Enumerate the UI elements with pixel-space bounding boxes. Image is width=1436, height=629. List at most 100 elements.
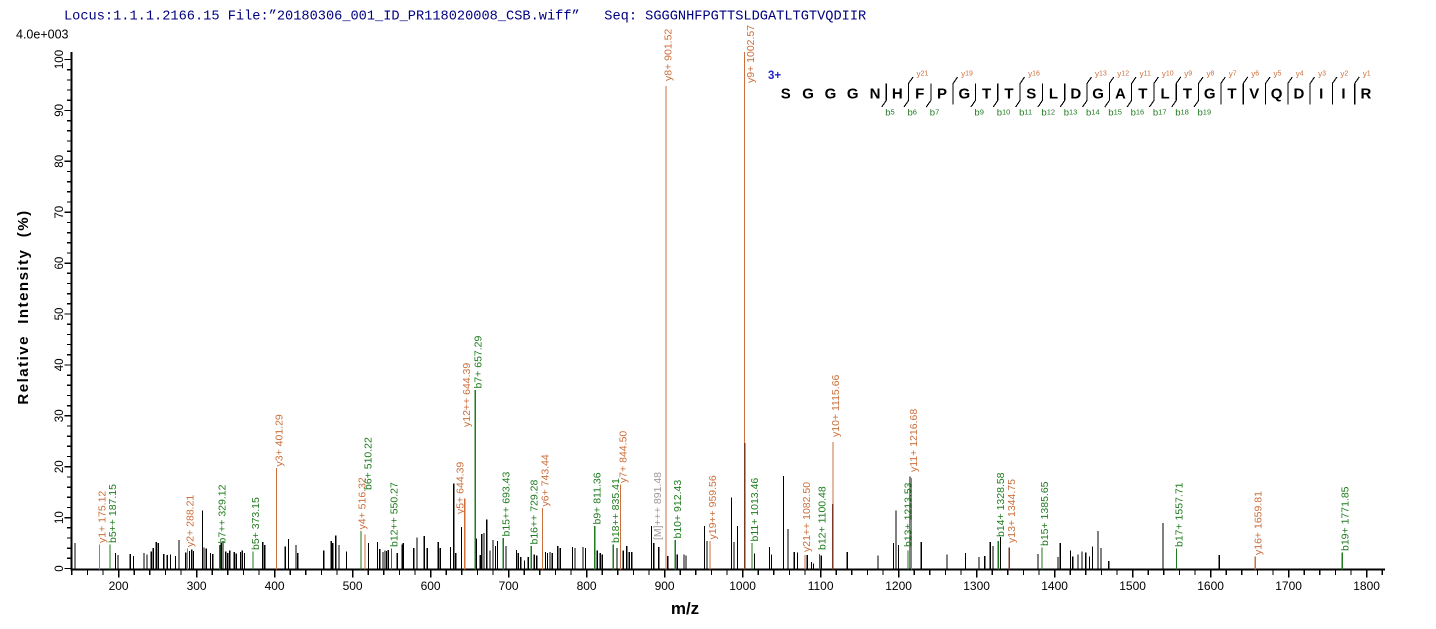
svg-text:y7: y7 [1229,70,1237,79]
svg-text:T: T [982,86,991,103]
svg-text:G: G [802,86,814,103]
svg-text:1200: 1200 [885,579,912,593]
svg-text:b12: b12 [1041,108,1055,119]
svg-text:y2: y2 [1340,70,1348,79]
svg-text:400: 400 [265,579,285,593]
svg-text:y6: y6 [1251,70,1259,79]
svg-text:y6+ 743.44: y6+ 743.44 [540,454,552,506]
svg-text:m/z: m/z [671,599,699,618]
svg-text:600: 600 [421,579,441,593]
svg-text:[M]+++ 891.48: [M]+++ 891.48 [652,472,664,540]
svg-text:b17: b17 [1153,108,1167,119]
svg-text:y19++ 959.56: y19++ 959.56 [707,475,719,539]
svg-text:y12++ 644.39: y12++ 644.39 [461,363,473,427]
svg-text:20: 20 [54,460,66,473]
svg-text:y3+ 401.29: y3+ 401.29 [274,414,286,466]
svg-text:b5+ 373.15: b5+ 373.15 [250,497,262,550]
svg-text:800: 800 [577,579,597,593]
svg-text:500: 500 [343,579,363,593]
svg-text:b18++ 835.41: b18++ 835.41 [610,478,622,543]
svg-text:y16+ 1659.81: y16+ 1659.81 [1252,491,1264,555]
svg-text:1400: 1400 [1041,579,1068,593]
svg-text:60: 60 [54,257,66,270]
svg-text:3+: 3+ [768,70,781,82]
svg-text:y8: y8 [1207,70,1215,79]
svg-text:Relative Intensity (%): Relative Intensity (%) [15,209,32,404]
svg-text:y4: y4 [1296,70,1304,79]
svg-text:N: N [870,86,881,103]
svg-text:50: 50 [54,308,66,321]
svg-text:A: A [1115,86,1126,103]
svg-text:b16: b16 [1131,108,1145,119]
svg-text:b5++ 187.15: b5++ 187.15 [107,484,119,543]
svg-text:700: 700 [499,579,519,593]
svg-text:1700: 1700 [1275,579,1302,593]
svg-text:y19: y19 [961,70,973,79]
svg-text:S: S [781,86,791,103]
svg-text:b14: b14 [1086,108,1100,119]
svg-text:30: 30 [54,409,66,422]
svg-text:1800: 1800 [1353,579,1380,593]
svg-text:10: 10 [54,511,66,524]
svg-text:40: 40 [54,359,66,372]
svg-text:D: D [1293,86,1304,103]
svg-text:T: T [1138,86,1147,103]
svg-text:1600: 1600 [1197,579,1224,593]
svg-text:b6: b6 [908,108,917,119]
svg-text:b11+ 1013.46: b11+ 1013.46 [749,478,761,542]
svg-text:b15: b15 [1108,108,1122,119]
svg-text:y2+ 288.21: y2+ 288.21 [185,495,197,547]
svg-text:G: G [847,86,859,103]
svg-text:y5: y5 [1274,70,1282,79]
svg-text:b19+ 1771.85: b19+ 1771.85 [1339,486,1351,551]
svg-text:b9+ 811.36: b9+ 811.36 [592,472,604,524]
svg-text:I: I [1319,86,1323,103]
svg-text:y12: y12 [1117,70,1129,79]
svg-text:L: L [1161,86,1170,103]
svg-text:G: G [1092,86,1104,103]
svg-text:y7+ 844.50: y7+ 844.50 [618,431,630,483]
svg-text:b7: b7 [930,108,939,119]
svg-text:y1: y1 [1363,70,1371,79]
svg-text:b10: b10 [997,108,1011,119]
svg-text:b16++ 729.28: b16++ 729.28 [528,480,540,545]
svg-text:b14+ 1328.58: b14+ 1328.58 [995,472,1007,537]
svg-text:4.0e+003: 4.0e+003 [16,28,69,42]
svg-text:I: I [1341,86,1345,103]
svg-text:G: G [958,86,970,103]
svg-text:y11+ 1216.68: y11+ 1216.68 [908,409,920,472]
svg-text:80: 80 [54,155,66,168]
svg-text:y1+ 175.12: y1+ 175.12 [97,491,109,543]
svg-text:1100: 1100 [808,579,834,593]
svg-text:b18: b18 [1175,108,1189,119]
svg-text:100: 100 [54,50,66,69]
svg-text:R: R [1360,86,1371,103]
svg-text:F: F [915,86,924,103]
svg-text:y10+ 1115.66: y10+ 1115.66 [830,374,842,437]
svg-text:y5+ 644.39: y5+ 644.39 [455,462,467,514]
svg-text:D: D [1070,86,1081,103]
svg-text:y11: y11 [1140,70,1151,79]
svg-text:y9+ 1002.57: y9+ 1002.57 [745,25,757,83]
svg-text:b13: b13 [1064,108,1078,119]
svg-text:y13+ 1344.75: y13+ 1344.75 [1006,479,1018,543]
svg-text:b7++ 329.12: b7++ 329.12 [217,484,229,543]
svg-text:b12++ 550.27: b12++ 550.27 [389,482,401,547]
svg-text:y4+ 516.32: y4+ 516.32 [357,477,369,529]
svg-text:y10: y10 [1162,70,1174,79]
svg-text:G: G [825,86,837,103]
svg-text:T: T [1004,86,1013,103]
svg-text:200: 200 [109,579,129,593]
svg-text:Q: Q [1271,86,1283,103]
svg-text:y16: y16 [1028,70,1040,79]
svg-text:G: G [1204,86,1216,103]
svg-text:Locus:1.1.1.2166.15 File:”2018: Locus:1.1.1.2166.15 File:”20180306_001_I… [64,10,866,25]
svg-text:90: 90 [54,104,66,117]
svg-text:y13: y13 [1095,70,1107,79]
svg-text:b10+ 912.43: b10+ 912.43 [672,480,684,539]
svg-text:y8+ 901.52: y8+ 901.52 [663,29,675,81]
svg-text:b13+ 1213.53: b13+ 1213.53 [903,482,915,547]
svg-text:b9: b9 [974,108,983,119]
svg-text:70: 70 [54,206,66,219]
svg-text:300: 300 [187,579,207,593]
